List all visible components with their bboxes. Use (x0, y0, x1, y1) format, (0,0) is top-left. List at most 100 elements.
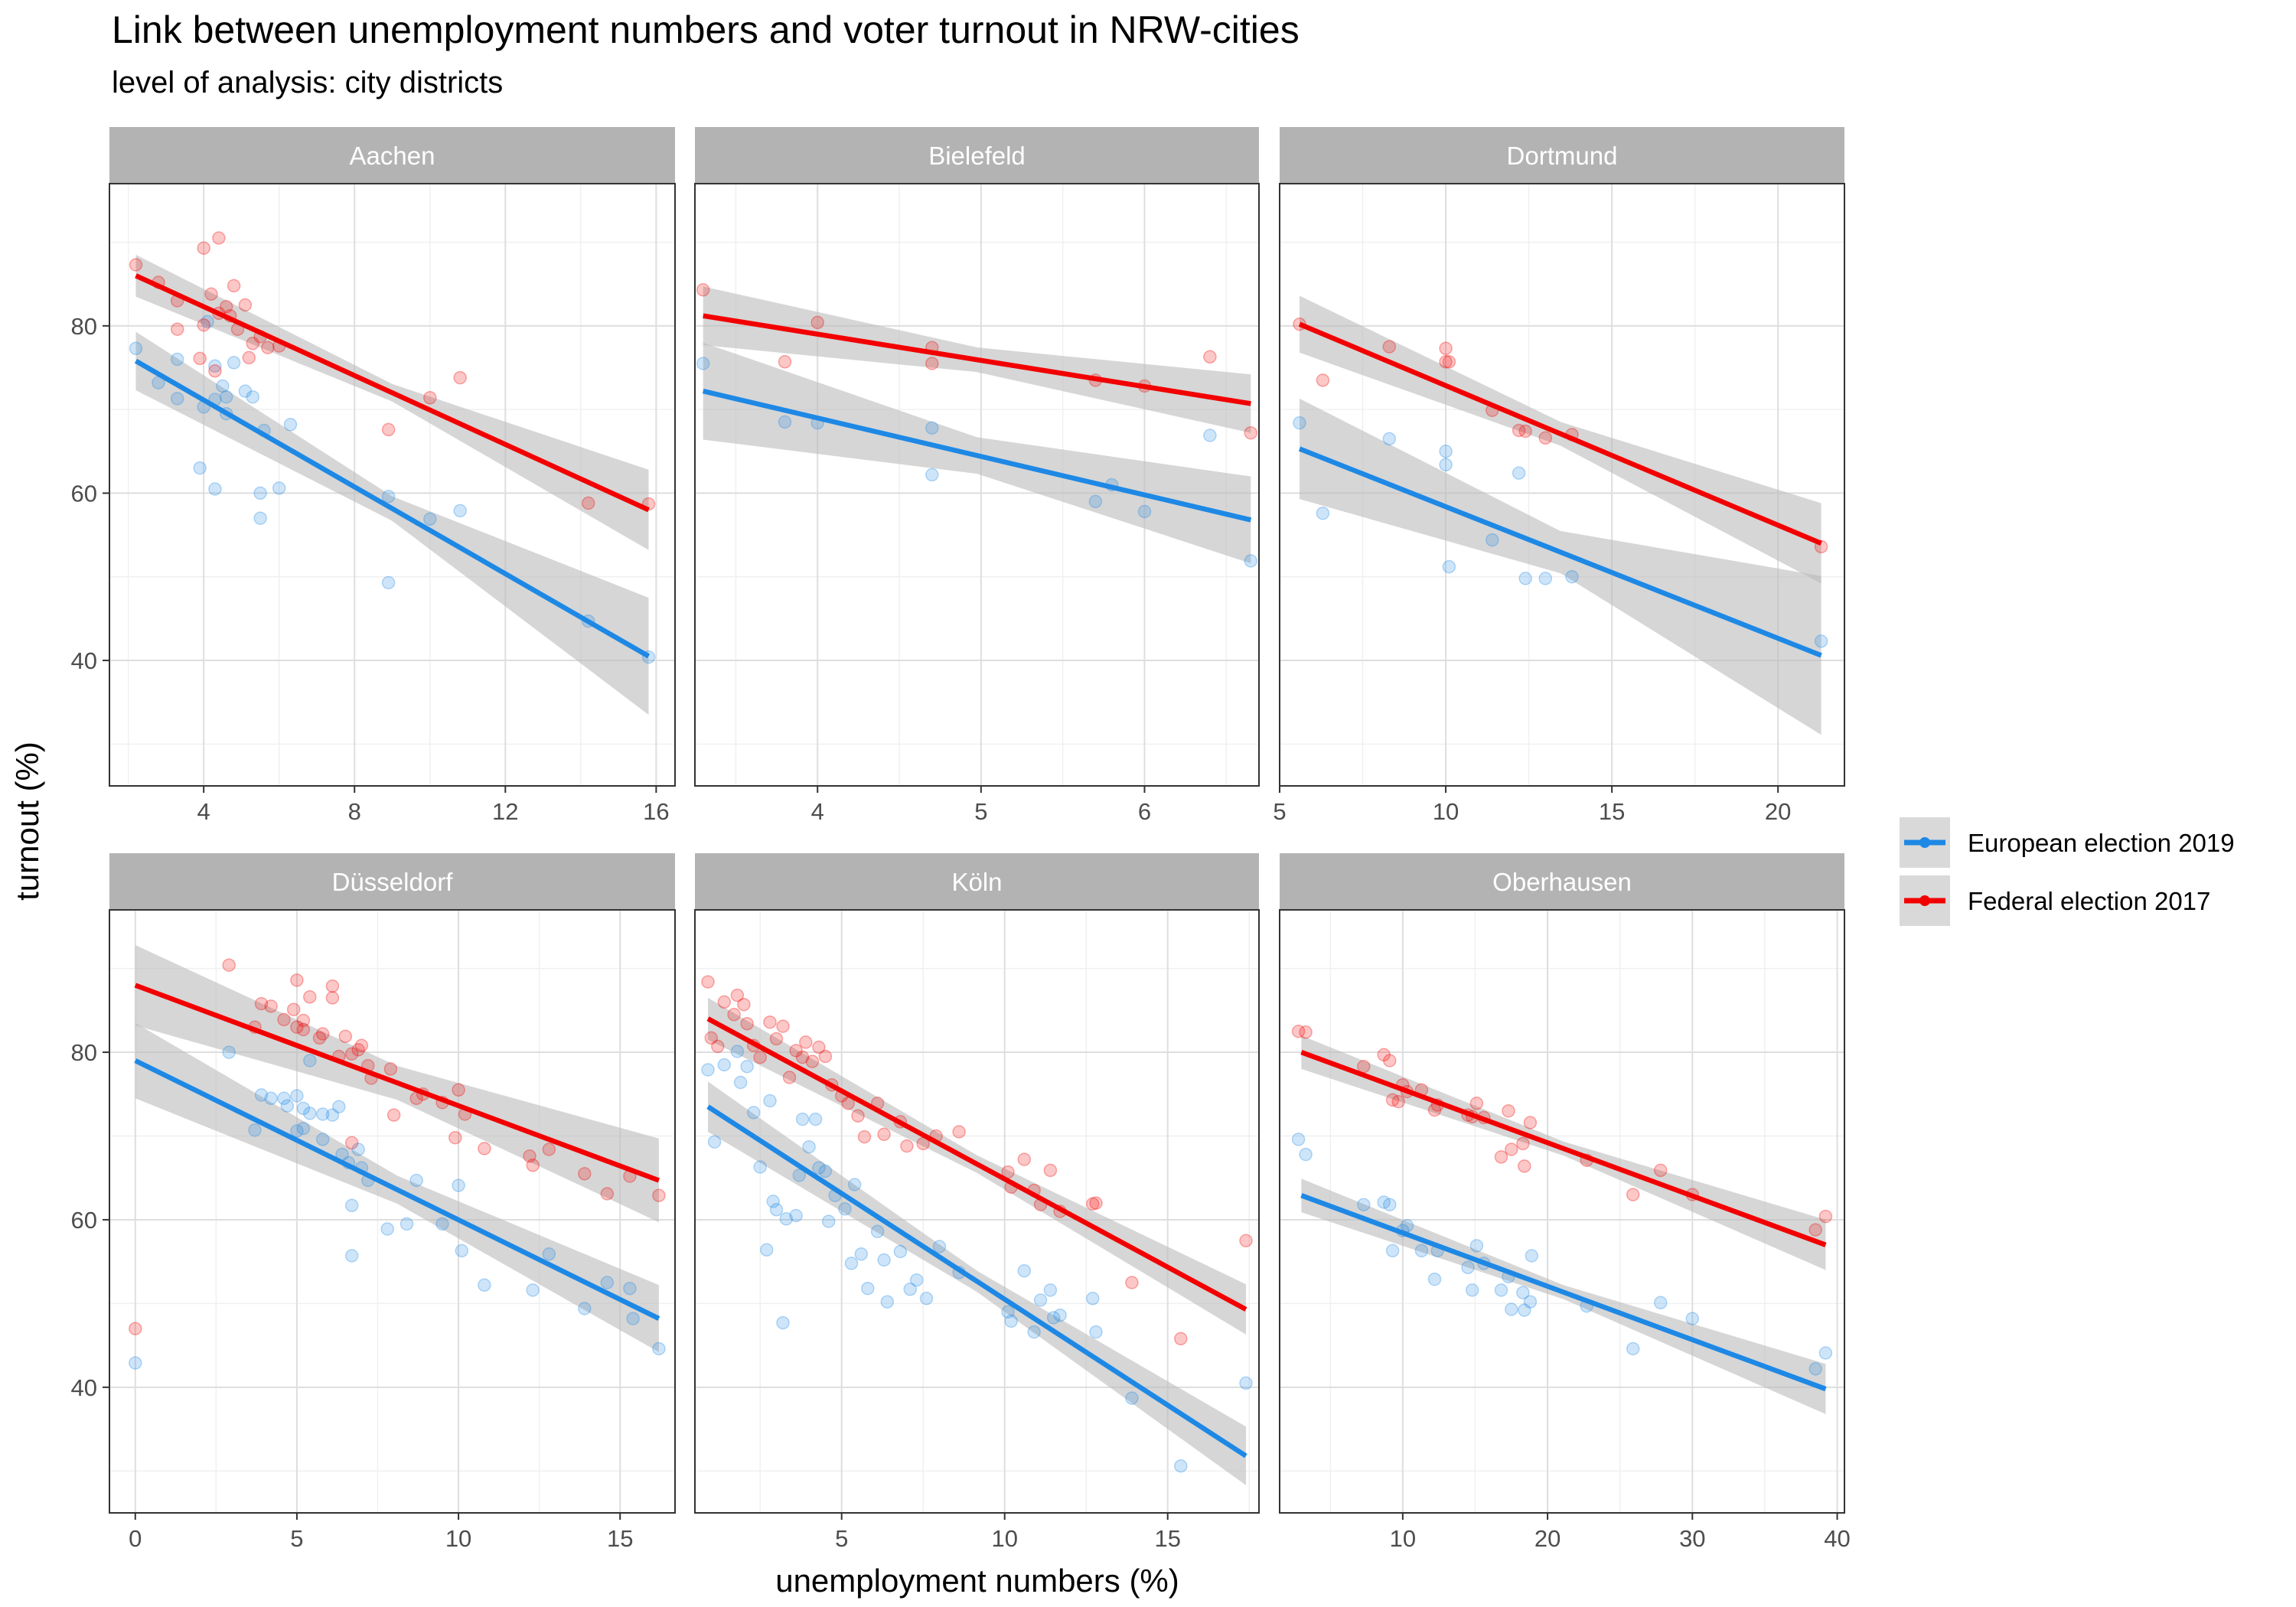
panel-title: Düsseldorf (332, 868, 454, 896)
panel-title: Aachen (350, 142, 435, 170)
point-european (818, 1164, 833, 1178)
point-european (847, 1178, 862, 1191)
point-federal (1814, 539, 1828, 554)
point-federal (1088, 373, 1103, 387)
point-federal (1239, 1234, 1253, 1248)
point-federal (1469, 1097, 1484, 1110)
point-european (381, 490, 396, 504)
fit-line-european (134, 1058, 660, 1322)
confidence-band-federal (135, 254, 649, 550)
point-european (740, 1059, 754, 1074)
point-european (1385, 1244, 1400, 1258)
point-european (1442, 559, 1456, 574)
panel-strip (1280, 127, 1844, 184)
point-federal (386, 1108, 401, 1122)
point-european (238, 384, 253, 398)
point-european (303, 1107, 317, 1120)
point-federal (851, 1109, 865, 1123)
panel-strip (109, 127, 675, 184)
point-federal (600, 1187, 615, 1201)
x-tick-label: 4 (811, 798, 824, 825)
point-european (455, 1244, 469, 1258)
point-european (903, 1283, 917, 1296)
point-european (332, 1100, 346, 1113)
point-european (1239, 1376, 1253, 1390)
point-european (1494, 1283, 1508, 1297)
point-federal (1085, 1197, 1100, 1211)
panel-border (694, 909, 1260, 1514)
point-european (277, 1091, 291, 1106)
point-federal (435, 1095, 449, 1110)
point-european (701, 1063, 715, 1077)
point-federal (870, 1097, 885, 1110)
point-european (435, 1217, 449, 1231)
fit-line-federal (134, 983, 660, 1183)
point-european (208, 359, 222, 373)
point-european (792, 1169, 807, 1182)
legend-point-european (1919, 837, 1930, 848)
point-european (354, 1161, 369, 1175)
point-federal (652, 1188, 666, 1202)
chart-subtitle: level of analysis: city districts (112, 66, 504, 99)
point-federal (325, 979, 340, 993)
point-european (246, 390, 259, 404)
point-federal (351, 1043, 365, 1057)
point-european (1518, 572, 1532, 585)
point-federal (409, 1091, 423, 1106)
fit-line-european (1300, 1193, 1827, 1392)
panel-border (694, 183, 1260, 787)
chart-title: Link between unemployment numbers and vo… (112, 8, 1300, 51)
fit-line-federal (706, 1016, 1247, 1312)
confidence-band-european (1300, 398, 1821, 735)
y-tick-label: 60 (71, 1207, 97, 1234)
point-federal (925, 341, 939, 354)
point-federal (1494, 1150, 1508, 1164)
point-european (478, 1278, 491, 1292)
point-federal (344, 1047, 359, 1061)
point-european (730, 1045, 745, 1058)
x-tick-label: 16 (643, 798, 669, 825)
point-european (1017, 1263, 1032, 1278)
point-european (423, 512, 437, 526)
point-federal (696, 283, 710, 297)
x-tick-label: 10 (1433, 798, 1459, 825)
point-european (1244, 554, 1258, 568)
point-federal (1174, 1332, 1188, 1346)
legend-point-federal (1919, 895, 1930, 906)
point-european (170, 352, 184, 367)
point-european (290, 1089, 304, 1103)
point-european (1516, 1286, 1530, 1299)
point-european (1414, 1244, 1429, 1258)
point-european (1808, 1362, 1822, 1376)
point-federal (1400, 1084, 1414, 1099)
point-european (253, 486, 267, 500)
point-federal (929, 1129, 943, 1143)
point-federal (1316, 373, 1330, 387)
y-axis-title: turnout (%) (9, 742, 45, 901)
point-federal (778, 355, 792, 369)
x-tick-label: 10 (445, 1525, 471, 1552)
point-federal (1477, 1110, 1491, 1125)
fit-line-federal (1298, 321, 1822, 546)
point-federal (717, 995, 732, 1009)
x-tick-label: 8 (348, 798, 361, 825)
point-european (1396, 1224, 1410, 1237)
point-federal (170, 322, 184, 336)
x-tick-label: 5 (1273, 798, 1286, 825)
point-european (381, 575, 396, 590)
point-european (1174, 1459, 1188, 1473)
point-federal (253, 330, 267, 344)
point-european (854, 1247, 869, 1261)
point-federal (782, 1071, 797, 1084)
point-european (1465, 1283, 1479, 1297)
point-federal (1512, 423, 1526, 438)
point-federal (1442, 355, 1456, 369)
point-federal (1626, 1188, 1640, 1201)
point-european (303, 1054, 317, 1068)
point-federal (1385, 1093, 1400, 1107)
point-european (361, 1173, 375, 1188)
point-federal (129, 258, 143, 272)
fit-line-european (702, 388, 1252, 523)
point-federal (1505, 1143, 1518, 1156)
point-federal (242, 350, 256, 365)
